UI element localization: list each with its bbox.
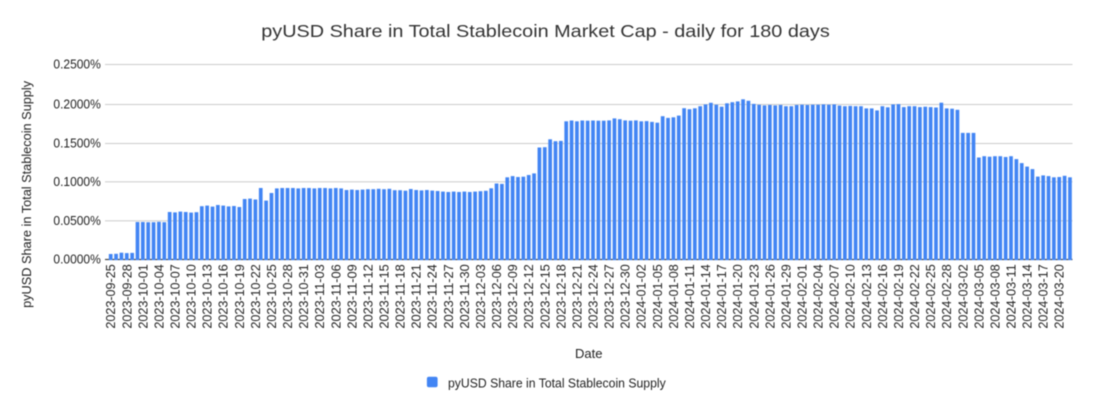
svg-text:2023-10-01: 2023-10-01 bbox=[136, 264, 150, 328]
svg-text:2024-01-08: 2024-01-08 bbox=[667, 264, 681, 328]
svg-text:2024-03-02: 2024-03-02 bbox=[956, 264, 970, 328]
svg-text:pyUSD Share in Total Stablecoi: pyUSD Share in Total Stablecoin Supply bbox=[448, 376, 666, 390]
svg-text:2023-09-28: 2023-09-28 bbox=[120, 264, 134, 328]
svg-text:2023-11-21: 2023-11-21 bbox=[410, 264, 424, 328]
svg-text:2023-12-12: 2023-12-12 bbox=[522, 264, 536, 328]
svg-text:2023-10-19: 2023-10-19 bbox=[233, 264, 247, 328]
svg-text:2023-11-09: 2023-11-09 bbox=[345, 264, 359, 328]
svg-text:pyUSD Share in Total Stablecoi: pyUSD Share in Total Stablecoin Supply bbox=[20, 80, 34, 308]
svg-text:2023-10-10: 2023-10-10 bbox=[185, 264, 199, 328]
svg-text:2023-11-06: 2023-11-06 bbox=[329, 264, 343, 328]
svg-text:2023-10-31: 2023-10-31 bbox=[297, 264, 311, 328]
svg-text:2024-02-07: 2024-02-07 bbox=[828, 264, 842, 328]
svg-text:2023-12-30: 2023-12-30 bbox=[619, 264, 633, 328]
svg-text:2024-03-20: 2024-03-20 bbox=[1053, 264, 1067, 328]
svg-text:2023-10-07: 2023-10-07 bbox=[169, 264, 183, 328]
svg-text:2024-03-11: 2024-03-11 bbox=[1005, 264, 1019, 328]
svg-text:2024-01-17: 2024-01-17 bbox=[715, 264, 729, 328]
svg-text:2024-02-13: 2024-02-13 bbox=[860, 264, 874, 328]
svg-text:2023-10-22: 2023-10-22 bbox=[249, 264, 263, 328]
svg-text:2023-11-27: 2023-11-27 bbox=[442, 264, 456, 328]
svg-text:2024-02-25: 2024-02-25 bbox=[924, 264, 938, 328]
svg-text:2024-02-19: 2024-02-19 bbox=[892, 264, 906, 328]
svg-text:2024-02-10: 2024-02-10 bbox=[844, 264, 858, 328]
svg-text:2023-11-15: 2023-11-15 bbox=[378, 264, 392, 328]
svg-text:pyUSD Share in Total Stablecoi: pyUSD Share in Total Stablecoin Market C… bbox=[261, 21, 830, 41]
svg-text:0.1500%: 0.1500% bbox=[53, 137, 100, 151]
svg-text:0.2000%: 0.2000% bbox=[53, 98, 100, 112]
svg-text:2023-11-03: 2023-11-03 bbox=[313, 264, 327, 328]
svg-text:0.0500%: 0.0500% bbox=[53, 214, 100, 228]
svg-text:0.2500%: 0.2500% bbox=[53, 58, 100, 72]
svg-text:2023-10-04: 2023-10-04 bbox=[152, 264, 166, 328]
svg-text:2024-03-05: 2024-03-05 bbox=[972, 264, 986, 328]
svg-text:2023-09-25: 2023-09-25 bbox=[104, 264, 118, 328]
svg-text:2023-11-18: 2023-11-18 bbox=[394, 264, 408, 328]
svg-text:2023-11-12: 2023-11-12 bbox=[361, 264, 375, 328]
svg-text:2023-12-09: 2023-12-09 bbox=[506, 264, 520, 328]
svg-text:2024-02-28: 2024-02-28 bbox=[940, 264, 954, 328]
svg-text:2023-12-06: 2023-12-06 bbox=[490, 264, 504, 328]
svg-text:2024-02-04: 2024-02-04 bbox=[812, 264, 826, 328]
svg-text:2024-01-11: 2024-01-11 bbox=[683, 264, 697, 328]
svg-text:Date: Date bbox=[575, 346, 602, 361]
svg-text:2024-01-23: 2024-01-23 bbox=[747, 264, 761, 328]
svg-text:2024-03-08: 2024-03-08 bbox=[988, 264, 1002, 328]
svg-text:2023-11-24: 2023-11-24 bbox=[426, 264, 440, 328]
svg-text:2024-01-02: 2024-01-02 bbox=[635, 264, 649, 328]
svg-text:2023-11-30: 2023-11-30 bbox=[458, 264, 472, 328]
svg-text:0.0000%: 0.0000% bbox=[53, 253, 100, 267]
svg-text:2023-12-27: 2023-12-27 bbox=[603, 264, 617, 328]
svg-text:2023-12-15: 2023-12-15 bbox=[538, 264, 552, 328]
svg-text:2024-03-17: 2024-03-17 bbox=[1037, 264, 1051, 328]
svg-text:2023-10-16: 2023-10-16 bbox=[217, 264, 231, 328]
svg-text:2024-01-05: 2024-01-05 bbox=[651, 264, 665, 328]
svg-text:2023-12-03: 2023-12-03 bbox=[474, 264, 488, 328]
svg-text:2024-01-14: 2024-01-14 bbox=[699, 264, 713, 328]
svg-text:2023-12-21: 2023-12-21 bbox=[570, 264, 584, 328]
svg-text:2024-03-14: 2024-03-14 bbox=[1021, 264, 1035, 328]
svg-text:2023-10-13: 2023-10-13 bbox=[201, 264, 215, 328]
svg-text:2024-02-16: 2024-02-16 bbox=[876, 264, 890, 328]
svg-text:0.1000%: 0.1000% bbox=[53, 175, 100, 189]
svg-text:2023-10-25: 2023-10-25 bbox=[265, 264, 279, 328]
svg-text:2024-01-26: 2024-01-26 bbox=[763, 264, 777, 328]
svg-text:2024-02-22: 2024-02-22 bbox=[908, 264, 922, 328]
svg-text:2023-12-24: 2023-12-24 bbox=[587, 264, 601, 328]
svg-text:2024-02-01: 2024-02-01 bbox=[796, 264, 810, 328]
svg-text:2023-12-18: 2023-12-18 bbox=[554, 264, 568, 328]
svg-text:2024-01-20: 2024-01-20 bbox=[731, 264, 745, 328]
svg-text:2024-01-29: 2024-01-29 bbox=[779, 264, 793, 328]
svg-text:2023-10-28: 2023-10-28 bbox=[281, 264, 295, 328]
